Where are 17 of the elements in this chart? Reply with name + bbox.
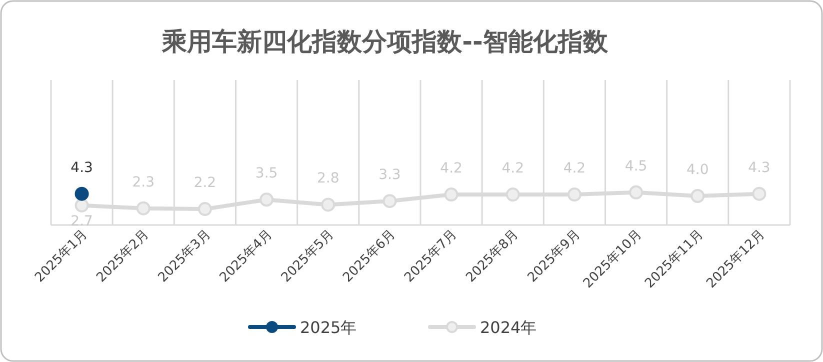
- point: [198, 202, 212, 216]
- point: [321, 198, 336, 212]
- data-label: 4.3: [70, 160, 93, 176]
- point: [382, 194, 397, 208]
- point: [74, 198, 89, 212]
- point: [74, 186, 89, 201]
- point: [136, 201, 150, 216]
- point: [629, 185, 644, 200]
- point: [752, 186, 766, 201]
- point: [444, 188, 458, 202]
- point: [260, 192, 274, 207]
- point: [690, 189, 705, 203]
- point: [506, 188, 520, 202]
- legend-label: 2024年: [480, 318, 537, 337]
- legend-label: 2025年: [300, 318, 357, 337]
- chart-title: 乘用车新四化指数分项指数--智能化指数: [161, 27, 609, 56]
- point: [567, 188, 582, 202]
